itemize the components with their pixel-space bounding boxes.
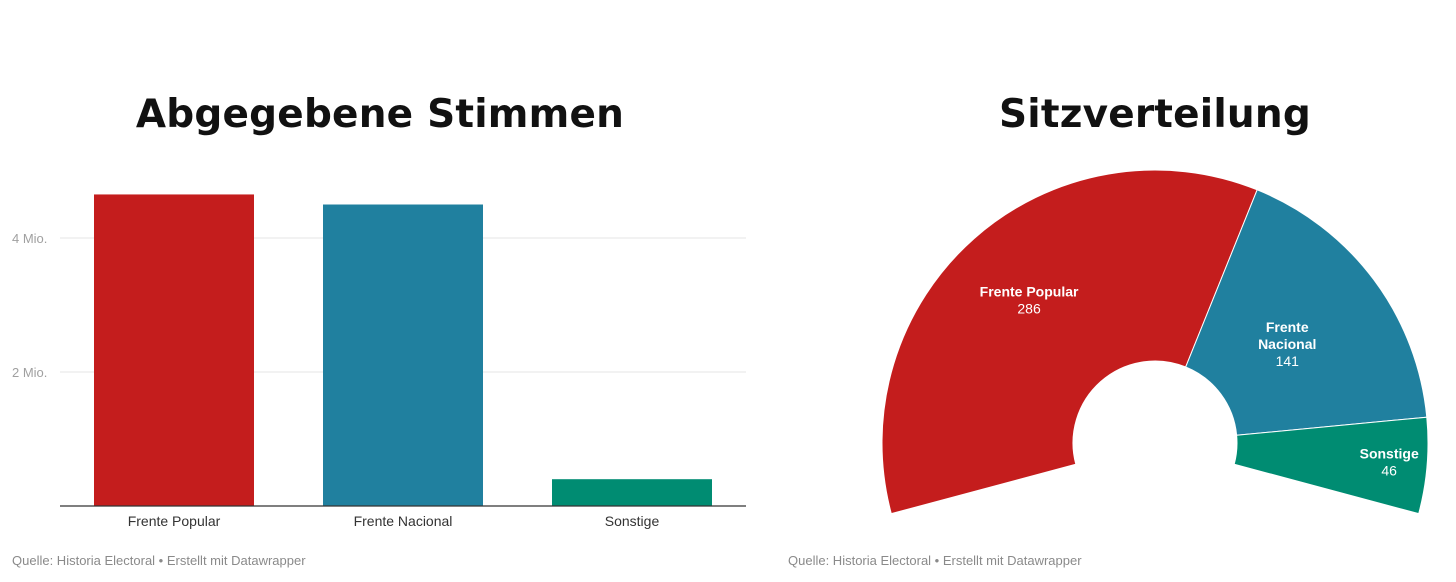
y-tick-label-0: 2 Mio. — [12, 365, 47, 380]
x-category-label-0: Frente Popular — [128, 513, 221, 529]
seats-chart-title: Sitzverteilung — [999, 92, 1311, 137]
bar-2 — [552, 479, 712, 506]
seat-label-2-0: Sonstige — [1360, 446, 1419, 462]
bar-1 — [323, 204, 483, 506]
seat-label-1-1: Nacional — [1258, 336, 1316, 352]
seat-segment-0 — [881, 169, 1258, 515]
seat-segment-2 — [1233, 416, 1429, 515]
bar-0 — [94, 194, 254, 506]
seats-chart-source: Quelle: Historia Electoral • Erstellt mi… — [788, 553, 1082, 568]
y-tick-label-1: 4 Mio. — [12, 231, 47, 246]
seat-value-0: 286 — [1017, 301, 1041, 317]
seat-value-1: 141 — [1276, 353, 1300, 369]
seat-label-0-0: Frente Popular — [980, 284, 1079, 300]
seat-segment-1 — [1185, 189, 1428, 436]
seat-value-2: 46 — [1381, 463, 1397, 479]
x-category-label-1: Frente Nacional — [354, 513, 453, 529]
votes-chart-title: Abgegebene Stimmen — [135, 92, 625, 137]
seat-label-1-0: Frente — [1266, 319, 1309, 335]
votes-chart-source: Quelle: Historia Electoral • Erstellt mi… — [12, 553, 306, 568]
x-category-label-2: Sonstige — [605, 513, 660, 529]
